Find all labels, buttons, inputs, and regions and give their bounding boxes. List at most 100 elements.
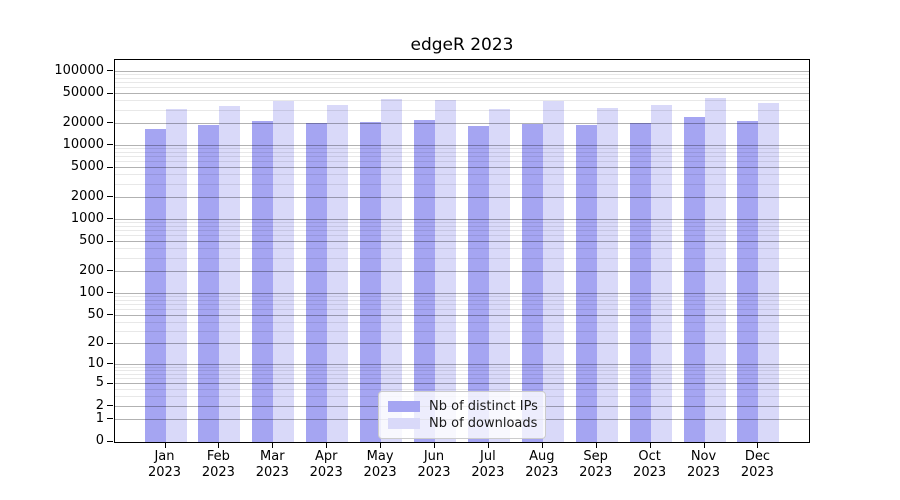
y-tick-mark-20 bbox=[107, 342, 113, 344]
bar-downloads-nov bbox=[704, 97, 726, 442]
y-tick-label-200: 200 bbox=[79, 262, 104, 278]
y-tick-mark-20000 bbox=[107, 122, 113, 124]
gridline-major-50000 bbox=[115, 93, 809, 95]
y-tick-mark-5 bbox=[107, 382, 113, 384]
gridline-minor-30 bbox=[115, 330, 809, 332]
bar-distinct-ips-feb bbox=[198, 124, 220, 442]
gridline-major-2000 bbox=[115, 196, 809, 198]
gridline-major-1000 bbox=[115, 218, 809, 220]
x-tick-mark-oct bbox=[649, 443, 651, 448]
bar-distinct-ips-jul bbox=[467, 125, 489, 442]
chart-title: edgeR 2023 bbox=[410, 35, 514, 55]
gridline-minor-700 bbox=[115, 230, 809, 232]
bar-downloads-may bbox=[381, 98, 403, 442]
gridline-minor-60 bbox=[115, 308, 809, 310]
bar-downloads-oct bbox=[650, 104, 672, 442]
y-tick-label-100: 100 bbox=[79, 284, 104, 300]
gridline-minor-900 bbox=[115, 222, 809, 224]
y-tick-label-1000: 1000 bbox=[70, 210, 104, 226]
gridline-major-10 bbox=[115, 363, 809, 365]
gridline-minor-600 bbox=[115, 235, 809, 237]
y-tick-label-50: 50 bbox=[87, 306, 104, 322]
x-tick-label-mar: Mar 2023 bbox=[255, 449, 289, 480]
y-tick-mark-0 bbox=[107, 440, 113, 442]
gridline-minor-7000 bbox=[115, 156, 809, 158]
x-tick-label-jul: Jul 2023 bbox=[471, 449, 505, 480]
y-tick-label-500: 500 bbox=[79, 233, 104, 249]
gridline-minor-800 bbox=[115, 226, 809, 227]
x-tick-mark-aug bbox=[541, 443, 543, 448]
y-tick-label-20000: 20000 bbox=[62, 114, 104, 130]
legend-label-downloads: Nb of downloads bbox=[429, 416, 538, 431]
gridline-major-100 bbox=[115, 292, 809, 294]
x-tick-mark-feb bbox=[218, 443, 220, 448]
bar-distinct-ips-aug bbox=[521, 124, 543, 442]
x-tick-label-may: May 2023 bbox=[363, 449, 397, 480]
x-tick-label-aug: Aug 2023 bbox=[525, 449, 559, 480]
x-tick-label-feb: Feb 2023 bbox=[201, 449, 235, 480]
y-tick-label-5: 5 bbox=[95, 375, 104, 391]
gridline-major-500 bbox=[115, 241, 809, 243]
legend-item-downloads: Nb of downloads bbox=[388, 416, 538, 431]
bar-distinct-ips-mar bbox=[252, 120, 274, 442]
bar-downloads-jan bbox=[165, 109, 187, 442]
y-tick-mark-2 bbox=[107, 405, 113, 407]
gridline-minor-60000 bbox=[115, 87, 809, 89]
gridline-minor-30000 bbox=[115, 109, 809, 111]
plot-area bbox=[114, 59, 810, 443]
x-tick-label-jan: Jan 2023 bbox=[147, 449, 182, 480]
y-tick-label-10000: 10000 bbox=[62, 136, 104, 152]
bar-downloads-apr bbox=[327, 104, 349, 442]
x-tick-label-oct: Oct 2023 bbox=[633, 449, 667, 480]
legend-label-distinct-ips: Nb of distinct IPs bbox=[429, 399, 538, 414]
x-tick-mark-dec bbox=[757, 443, 759, 448]
bar-distinct-ips-jan bbox=[144, 129, 166, 442]
x-tick-label-dec: Dec 2023 bbox=[740, 449, 774, 480]
legend-item-distinct-ips: Nb of distinct IPs bbox=[388, 399, 538, 414]
x-tick-mark-sep bbox=[595, 443, 597, 448]
x-tick-mark-jan bbox=[164, 443, 166, 448]
y-tick-label-2: 2 bbox=[95, 397, 104, 413]
gridline-minor-3000 bbox=[115, 183, 809, 185]
y-tick-mark-200 bbox=[107, 270, 113, 271]
x-tick-mark-mar bbox=[272, 443, 274, 448]
gridline-major-20 bbox=[115, 343, 809, 345]
bar-distinct-ips-apr bbox=[306, 123, 328, 442]
gridline-major-50 bbox=[115, 314, 809, 316]
y-tick-mark-5000 bbox=[107, 166, 113, 168]
gridline-major-200 bbox=[115, 270, 809, 272]
legend-swatch-distinct-ips bbox=[388, 401, 420, 412]
bar-downloads-feb bbox=[219, 106, 241, 442]
y-tick-label-5000: 5000 bbox=[70, 159, 104, 175]
y-tick-label-10: 10 bbox=[87, 355, 104, 371]
bar-downloads-mar bbox=[273, 100, 295, 442]
bar-distinct-ips-may bbox=[360, 122, 382, 442]
y-tick-mark-10 bbox=[107, 363, 113, 365]
bar-downloads-jun bbox=[435, 100, 456, 442]
x-tick-mark-apr bbox=[326, 443, 328, 448]
y-tick-label-1: 1 bbox=[95, 410, 104, 426]
x-tick-label-nov: Nov 2023 bbox=[686, 449, 721, 480]
bar-downloads-dec bbox=[758, 102, 780, 442]
gridline-minor-4 bbox=[115, 389, 809, 391]
gridline-minor-40000 bbox=[115, 100, 809, 102]
x-tick-mark-jul bbox=[487, 443, 489, 448]
y-tick-label-0: 0 bbox=[95, 433, 104, 448]
y-tick-mark-50000 bbox=[107, 92, 113, 94]
gridline-minor-9000 bbox=[115, 148, 809, 150]
bar-downloads-sep bbox=[596, 108, 618, 442]
y-tick-mark-100000 bbox=[107, 70, 113, 72]
y-tick-mark-2000 bbox=[107, 196, 113, 198]
gridline-minor-90 bbox=[115, 296, 809, 297]
gridline-minor-9 bbox=[115, 367, 809, 368]
x-tick-label-sep: Sep 2023 bbox=[579, 449, 613, 480]
bar-distinct-ips-oct bbox=[629, 123, 651, 442]
y-tick-label-2000: 2000 bbox=[70, 188, 104, 204]
bar-distinct-ips-sep bbox=[575, 125, 597, 442]
legend-swatch-downloads bbox=[388, 418, 420, 429]
gridline-minor-80000 bbox=[115, 78, 809, 79]
gridline-major-10000 bbox=[115, 144, 809, 146]
y-tick-label-50000: 50000 bbox=[62, 85, 104, 101]
gridline-minor-7 bbox=[115, 374, 809, 376]
